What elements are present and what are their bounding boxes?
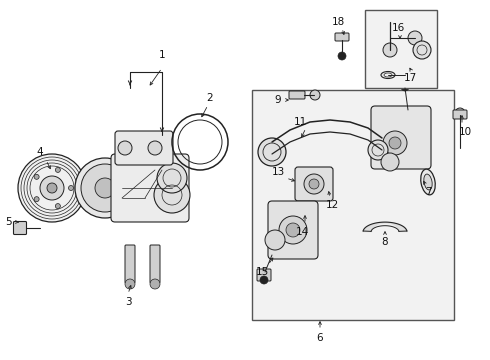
Circle shape <box>260 276 268 284</box>
Ellipse shape <box>424 174 432 190</box>
Circle shape <box>286 223 300 237</box>
Circle shape <box>34 174 39 179</box>
Circle shape <box>383 131 407 155</box>
Circle shape <box>408 31 422 45</box>
Circle shape <box>69 185 74 190</box>
Circle shape <box>75 158 135 218</box>
Circle shape <box>150 279 160 289</box>
Circle shape <box>81 164 129 212</box>
Text: 14: 14 <box>295 227 309 237</box>
Text: 17: 17 <box>403 73 416 83</box>
Text: 15: 15 <box>255 267 269 277</box>
Text: 6: 6 <box>317 333 323 343</box>
Text: 4: 4 <box>37 147 43 157</box>
Circle shape <box>309 179 319 189</box>
Text: 5: 5 <box>5 217 11 227</box>
Circle shape <box>118 141 132 155</box>
FancyBboxPatch shape <box>335 33 349 41</box>
Text: 1: 1 <box>159 50 165 60</box>
Circle shape <box>310 90 320 100</box>
Circle shape <box>40 176 64 200</box>
FancyBboxPatch shape <box>371 106 431 169</box>
Circle shape <box>258 138 286 166</box>
Circle shape <box>265 230 285 250</box>
Ellipse shape <box>298 174 326 186</box>
FancyBboxPatch shape <box>257 269 271 281</box>
Text: 18: 18 <box>331 17 344 27</box>
Circle shape <box>148 141 162 155</box>
Circle shape <box>368 140 388 160</box>
Text: 13: 13 <box>271 167 285 177</box>
Circle shape <box>34 197 39 202</box>
Circle shape <box>55 203 60 208</box>
Text: 7: 7 <box>425 187 431 197</box>
Ellipse shape <box>384 73 392 77</box>
Circle shape <box>381 153 399 171</box>
Circle shape <box>154 177 190 213</box>
Circle shape <box>413 41 431 59</box>
Circle shape <box>455 108 465 118</box>
Ellipse shape <box>302 176 322 184</box>
Text: 9: 9 <box>275 95 281 105</box>
Text: 11: 11 <box>294 117 307 127</box>
Circle shape <box>95 178 115 198</box>
Bar <box>365 10 437 88</box>
Circle shape <box>338 52 346 60</box>
FancyBboxPatch shape <box>289 91 305 99</box>
Circle shape <box>383 43 397 57</box>
Text: 16: 16 <box>392 23 405 33</box>
Text: 8: 8 <box>382 237 388 247</box>
Circle shape <box>389 137 401 149</box>
Circle shape <box>55 167 60 172</box>
Circle shape <box>279 216 307 244</box>
FancyBboxPatch shape <box>268 201 318 259</box>
FancyBboxPatch shape <box>150 245 160 283</box>
Ellipse shape <box>421 169 435 195</box>
Circle shape <box>18 154 86 222</box>
Circle shape <box>401 83 409 91</box>
Circle shape <box>47 183 57 193</box>
Text: 10: 10 <box>459 127 471 137</box>
Text: 12: 12 <box>325 200 339 210</box>
Text: 3: 3 <box>124 297 131 307</box>
FancyBboxPatch shape <box>115 131 173 165</box>
FancyBboxPatch shape <box>125 245 135 283</box>
Circle shape <box>157 163 187 193</box>
Text: 2: 2 <box>207 93 213 103</box>
Circle shape <box>304 174 324 194</box>
FancyBboxPatch shape <box>453 110 467 119</box>
FancyBboxPatch shape <box>295 167 333 201</box>
Circle shape <box>125 279 135 289</box>
Bar <box>252 90 454 320</box>
Ellipse shape <box>381 72 395 78</box>
FancyBboxPatch shape <box>111 154 189 222</box>
FancyBboxPatch shape <box>14 221 26 234</box>
